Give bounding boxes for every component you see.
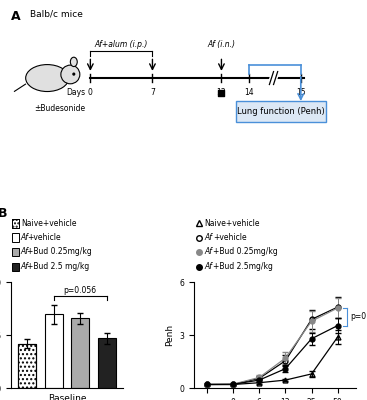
- Bar: [71, 318, 89, 388]
- Text: 15: 15: [296, 88, 306, 97]
- Text: +Bud 0.25mg/kg: +Bud 0.25mg/kg: [213, 248, 278, 256]
- Bar: [12, 219, 19, 228]
- Bar: [12, 219, 19, 228]
- Text: 7: 7: [150, 88, 155, 97]
- Bar: [12, 263, 19, 271]
- Text: Af: Af: [204, 248, 212, 256]
- Bar: [12, 233, 19, 242]
- Text: Lung function (Penh): Lung function (Penh): [237, 107, 325, 116]
- Text: Af: Af: [21, 248, 29, 256]
- Ellipse shape: [61, 65, 80, 84]
- Bar: [18, 344, 36, 388]
- Text: p=0.012: p=0.012: [350, 312, 367, 321]
- Text: +Bud 0.25mg/kg: +Bud 0.25mg/kg: [27, 248, 92, 256]
- Text: +Bud 2.5mg/kg: +Bud 2.5mg/kg: [213, 262, 273, 272]
- Text: Af+alum (i.p.): Af+alum (i.p.): [95, 40, 148, 49]
- Ellipse shape: [70, 57, 77, 66]
- Text: ±Budesonide: ±Budesonide: [34, 104, 85, 113]
- FancyBboxPatch shape: [236, 102, 326, 122]
- Text: Af: Af: [21, 262, 29, 272]
- Text: 14: 14: [244, 88, 254, 97]
- Text: Naive+vehicle: Naive+vehicle: [21, 219, 76, 228]
- Text: Af: Af: [21, 233, 29, 242]
- Ellipse shape: [26, 64, 69, 92]
- Text: 0: 0: [88, 88, 93, 97]
- Text: B: B: [0, 207, 7, 220]
- Text: A: A: [11, 10, 21, 23]
- Text: +vehicle: +vehicle: [213, 233, 247, 242]
- Text: Af: Af: [204, 233, 212, 242]
- Text: Naive+vehicle: Naive+vehicle: [204, 219, 260, 228]
- Bar: [98, 338, 116, 388]
- Circle shape: [72, 72, 75, 76]
- Bar: [18, 344, 36, 388]
- Text: Af: Af: [204, 262, 212, 272]
- Y-axis label: Penh: Penh: [165, 324, 174, 346]
- Bar: [12, 248, 19, 256]
- Text: Days: Days: [66, 88, 85, 97]
- X-axis label: Baseline: Baseline: [48, 394, 86, 400]
- Text: +Bud 2.5 mg/kg: +Bud 2.5 mg/kg: [27, 262, 89, 272]
- Text: Balb/c mice: Balb/c mice: [30, 10, 83, 19]
- Text: p=0.056: p=0.056: [63, 286, 97, 294]
- Point: [218, 90, 224, 96]
- Text: 13: 13: [217, 88, 226, 97]
- Text: +vehicle: +vehicle: [27, 233, 61, 242]
- Text: Af (i.n.): Af (i.n.): [207, 40, 236, 49]
- Bar: [44, 314, 63, 388]
